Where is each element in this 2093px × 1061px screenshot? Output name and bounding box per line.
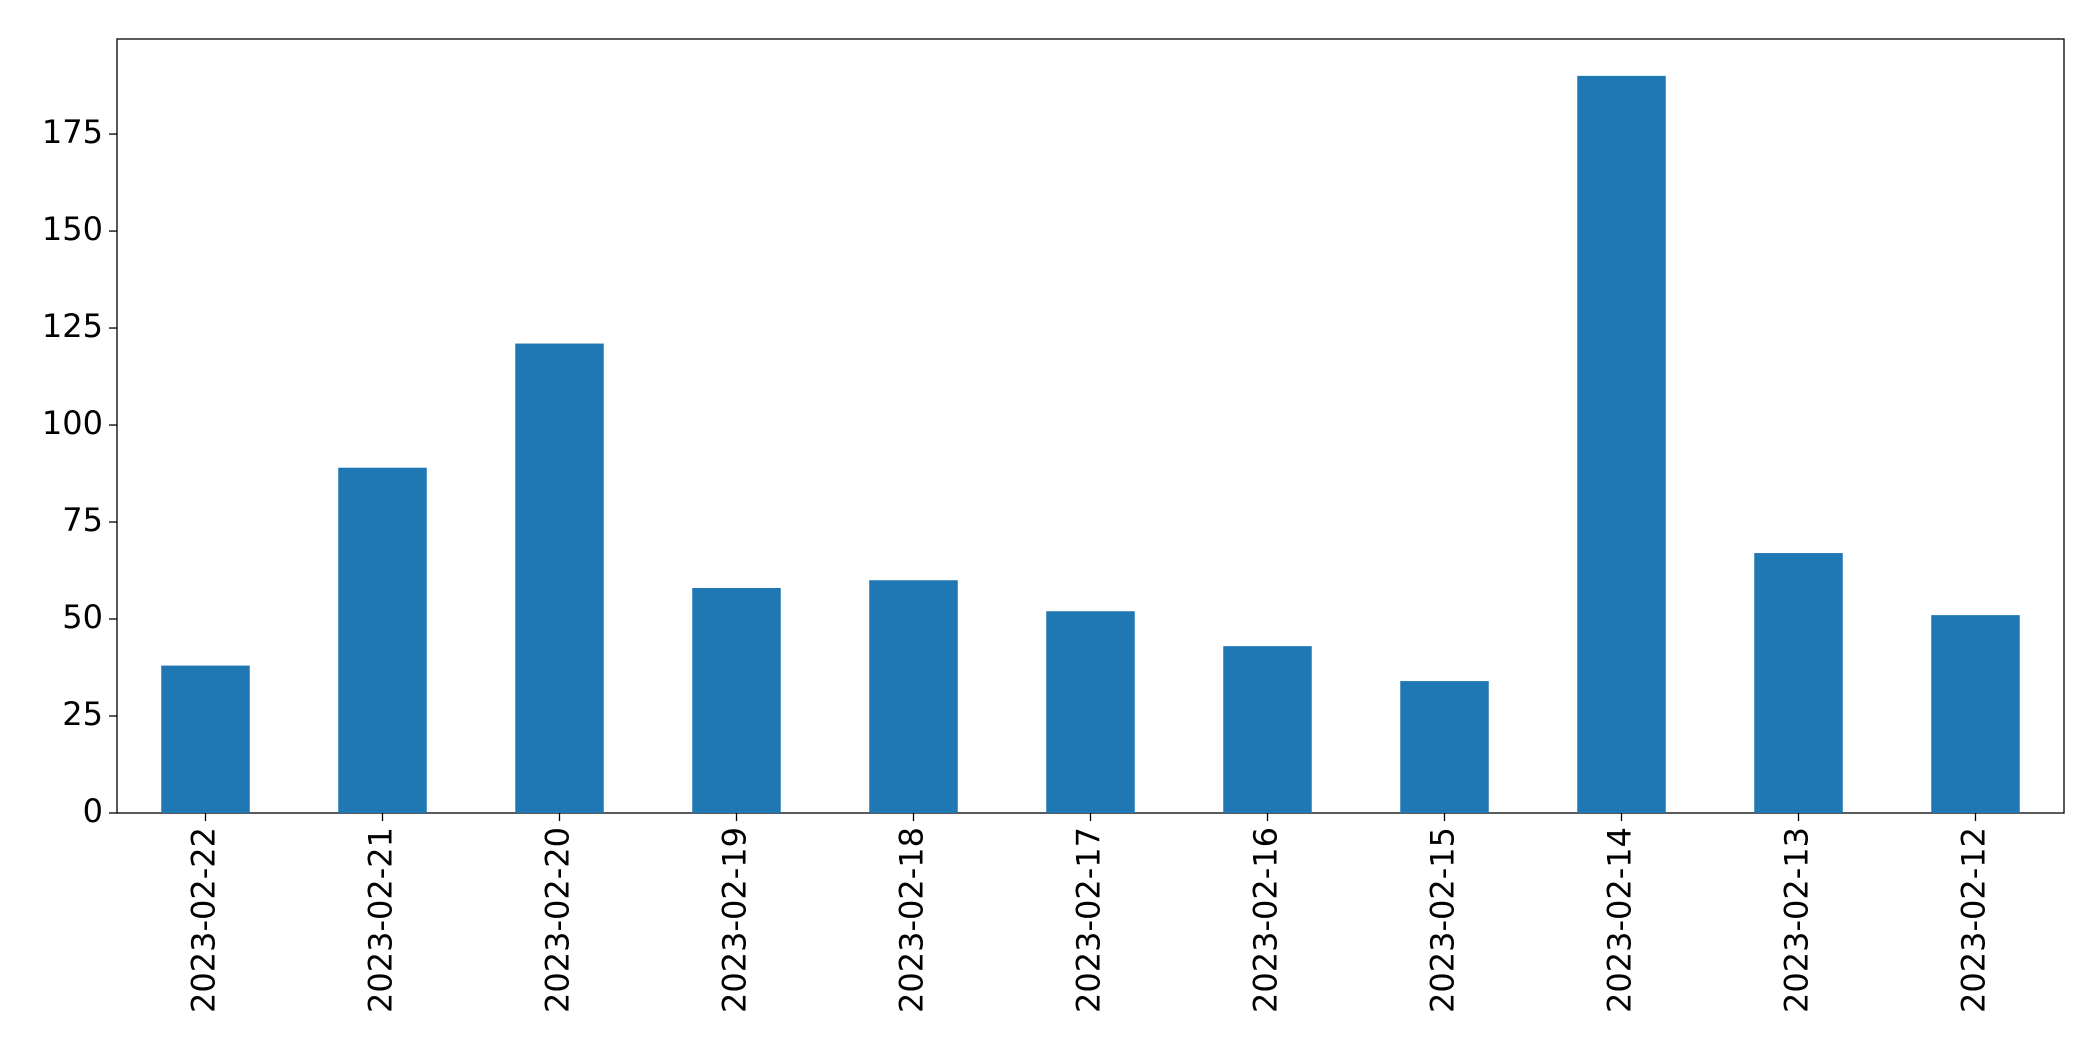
bar xyxy=(1931,615,2020,813)
bar xyxy=(515,343,604,813)
bar xyxy=(338,467,427,813)
bar xyxy=(1577,75,1666,814)
x-tick-label: 2023-02-14 xyxy=(1601,827,1639,1013)
bar xyxy=(1400,681,1489,813)
x-tick-label: 2023-02-19 xyxy=(716,827,754,1013)
y-tick-label: 100 xyxy=(42,404,103,442)
y-tick-label: 0 xyxy=(83,792,103,830)
y-tick-label: 75 xyxy=(62,501,103,539)
x-tick-label: 2023-02-17 xyxy=(1070,827,1108,1013)
bar xyxy=(692,587,781,813)
x-tick-label: 2023-02-20 xyxy=(539,827,577,1013)
bar xyxy=(1046,611,1135,813)
x-tick-label: 2023-02-12 xyxy=(1955,827,1993,1013)
y-tick-label: 25 xyxy=(62,695,103,733)
y-tick-label: 125 xyxy=(42,307,103,345)
bar xyxy=(1223,646,1312,813)
bar xyxy=(869,580,958,813)
x-tick-label: 2023-02-16 xyxy=(1247,827,1285,1013)
bar xyxy=(161,665,250,813)
y-tick-label: 50 xyxy=(62,598,103,636)
x-tick-label: 2023-02-15 xyxy=(1424,827,1462,1013)
y-tick-label: 150 xyxy=(42,210,103,248)
bar xyxy=(1754,553,1843,813)
x-tick-label: 2023-02-13 xyxy=(1778,827,1816,1013)
x-tick-label: 2023-02-21 xyxy=(362,827,400,1013)
x-tick-label: 2023-02-18 xyxy=(893,827,931,1013)
y-tick-label: 175 xyxy=(42,113,103,151)
x-tick-label: 2023-02-22 xyxy=(185,827,223,1013)
